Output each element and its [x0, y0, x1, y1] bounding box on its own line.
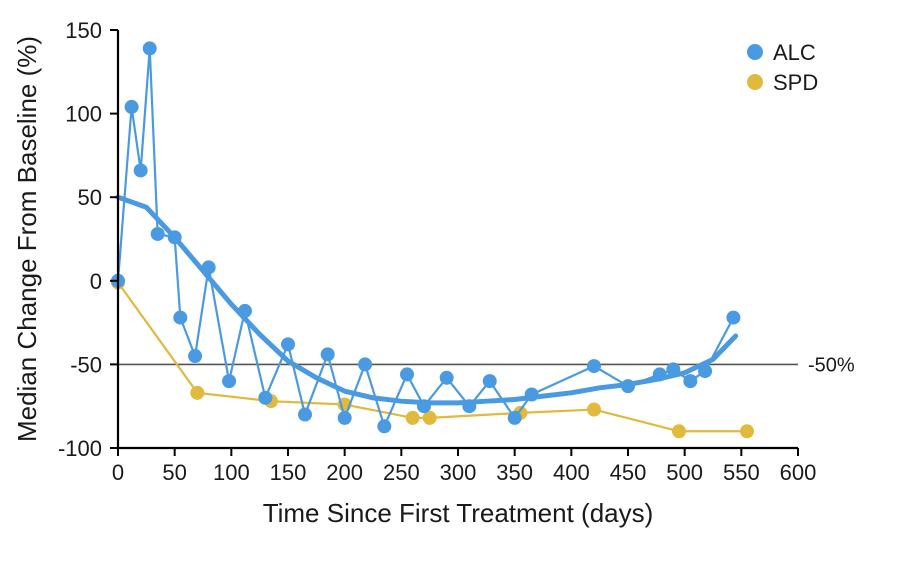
chart-svg: -50%050100150200250300350400450500550600… — [0, 0, 904, 571]
series-marker-alc — [151, 227, 165, 241]
series-marker-spd — [740, 424, 754, 438]
series-marker-alc — [222, 374, 236, 388]
x-tick-label: 300 — [440, 460, 477, 485]
series-marker-alc — [281, 337, 295, 351]
series-marker-alc — [440, 371, 454, 385]
series-marker-alc — [258, 391, 272, 405]
x-tick-label: 150 — [270, 460, 307, 485]
x-axis-label: Time Since First Treatment (days) — [263, 498, 654, 528]
x-tick-label: 50 — [162, 460, 186, 485]
y-tick-label: 100 — [65, 102, 102, 127]
series-marker-alc — [587, 359, 601, 373]
x-tick-label: 600 — [780, 460, 817, 485]
x-tick-label: 350 — [496, 460, 533, 485]
legend-label: SPD — [773, 70, 818, 95]
y-tick-label: 150 — [65, 18, 102, 43]
y-tick-label: -100 — [58, 436, 102, 461]
x-tick-label: 0 — [112, 460, 124, 485]
series-marker-alc — [377, 419, 391, 433]
y-tick-label: -50 — [70, 352, 102, 377]
series-marker-alc — [400, 367, 414, 381]
x-tick-label: 250 — [383, 460, 420, 485]
series-marker-alc — [683, 374, 697, 388]
series-marker-alc — [483, 374, 497, 388]
series-marker-alc — [321, 347, 335, 361]
series-marker-alc — [508, 411, 522, 425]
series-marker-spd — [406, 411, 420, 425]
series-marker-spd — [190, 386, 204, 400]
series-marker-spd — [587, 403, 601, 417]
legend-label: ALC — [773, 40, 816, 65]
y-tick-label: 0 — [90, 269, 102, 294]
series-marker-alc — [188, 349, 202, 363]
series-marker-alc — [338, 411, 352, 425]
x-tick-label: 400 — [553, 460, 590, 485]
legend-marker — [747, 74, 763, 90]
legend-marker — [747, 44, 763, 60]
series-marker-alc — [726, 311, 740, 325]
series-marker-alc — [173, 311, 187, 325]
x-tick-label: 550 — [723, 460, 760, 485]
series-marker-alc — [125, 100, 139, 114]
reference-line-label: -50% — [808, 354, 855, 376]
series-marker-alc — [298, 408, 312, 422]
series-marker-spd — [672, 424, 686, 438]
chart-container: -50%050100150200250300350400450500550600… — [0, 0, 904, 571]
x-tick-label: 450 — [610, 460, 647, 485]
series-marker-alc — [134, 163, 148, 177]
x-tick-label: 500 — [666, 460, 703, 485]
x-tick-label: 200 — [326, 460, 363, 485]
y-tick-label: 50 — [78, 185, 102, 210]
y-axis-label: Median Change From Baseline (%) — [12, 36, 42, 442]
series-marker-alc — [143, 41, 157, 55]
x-tick-label: 100 — [213, 460, 250, 485]
series-marker-alc — [358, 357, 372, 371]
plot-background — [0, 0, 904, 571]
